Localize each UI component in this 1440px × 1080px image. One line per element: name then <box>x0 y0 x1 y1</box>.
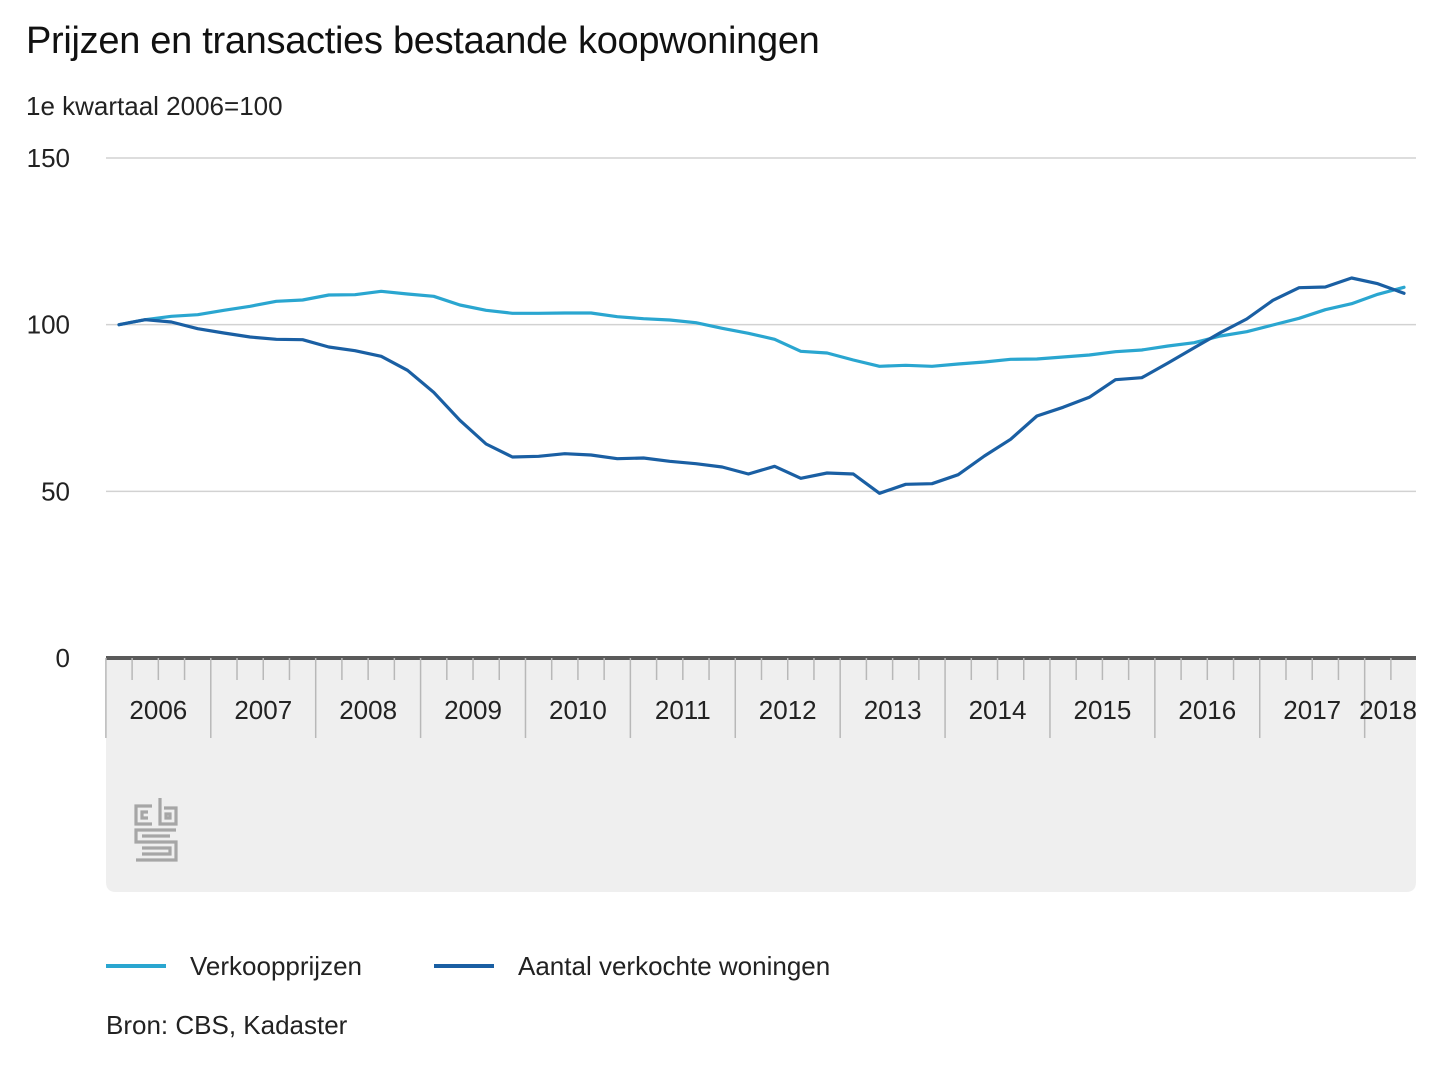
y-tick-label: 50 <box>41 476 70 506</box>
series-lines <box>117 276 1406 495</box>
cbs-logo-icon <box>134 798 178 862</box>
legend-label-verkoopprijzen: Verkoopprijzen <box>190 950 362 981</box>
x-tick-label: 2009 <box>444 695 502 725</box>
x-tick-label: 2008 <box>339 695 397 725</box>
cbs-logo-b <box>158 798 178 826</box>
legend-label-aantal-verkochte-woningen: Aantal verkochte woningen <box>518 950 831 981</box>
y-tick-labels: 0 50 100 150 <box>27 143 70 673</box>
legend-item-verkoopprijzen[interactable]: Verkoopprijzen <box>106 951 362 982</box>
legend: Verkoopprijzen Aantal verkochte woningen <box>106 946 902 986</box>
x-tick-label: 2006 <box>129 695 187 725</box>
cbs-logo-c-inner <box>140 810 148 820</box>
y-gridlines <box>106 157 1416 493</box>
x-tick-label: 2013 <box>864 695 922 725</box>
chart-subtitle: 1e kwartaal 2006=100 <box>26 91 283 121</box>
legend-item-aantal-verkochte-woningen[interactable]: Aantal verkochte woningen <box>434 951 830 982</box>
x-axis <box>105 656 1416 738</box>
cbs-logo-b-inner <box>164 812 172 820</box>
x-tick-label: 2011 <box>655 695 711 725</box>
cbs-logo-glyph <box>134 798 178 862</box>
series-line-aantal-verkochte-woningen <box>117 276 1406 495</box>
x-tick-label: 2015 <box>1073 695 1131 725</box>
source-note: Bron: CBS, Kadaster <box>106 1010 348 1040</box>
legend-swatch-aantal-verkochte-woningen <box>434 964 494 968</box>
x-tick-label: 2012 <box>759 695 817 725</box>
cbs-logo-s <box>134 828 178 862</box>
series-line-verkoopprijzen <box>117 285 1406 368</box>
x-tick-label: 2018 <box>1359 695 1417 725</box>
x-tick-label: 2014 <box>969 695 1027 725</box>
x-tick-label: 2016 <box>1178 695 1236 725</box>
x-axis-band <box>106 658 1416 892</box>
legend-swatch-verkoopprijzen <box>106 964 166 968</box>
x-tick-label: 2007 <box>234 695 292 725</box>
y-tick-label: 150 <box>27 143 70 173</box>
axis-band-background <box>106 658 1416 892</box>
cbs-logo-s-inner-2 <box>142 846 172 856</box>
x-tick-labels: 2006 2007 2008 2009 2010 2011 2012 2013 2014 2015… <box>129 695 1417 725</box>
y-tick-label: 0 <box>56 643 70 673</box>
chart-title: Prijzen en transacties bestaande koopwon… <box>26 20 820 62</box>
x-tick-label: 2017 <box>1283 695 1341 725</box>
x-tick-label: 2010 <box>549 695 607 725</box>
cbs-logo-c <box>134 804 152 826</box>
y-tick-label: 100 <box>27 310 70 340</box>
